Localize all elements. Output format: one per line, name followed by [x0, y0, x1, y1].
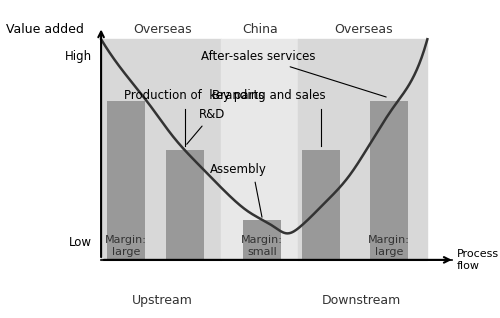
- Text: Margin:
large: Margin: large: [368, 235, 410, 257]
- Bar: [242, 220, 281, 260]
- Text: Margin:
large: Margin: large: [105, 235, 147, 257]
- Text: Branding and sales: Branding and sales: [212, 89, 326, 102]
- Text: High: High: [65, 50, 92, 63]
- Bar: [166, 149, 204, 260]
- Text: Overseas: Overseas: [334, 24, 393, 37]
- Text: Assembly: Assembly: [210, 163, 266, 176]
- Text: Production of  key parts: Production of key parts: [124, 89, 264, 102]
- Text: Upstream: Upstream: [132, 294, 192, 307]
- Text: After-sales services: After-sales services: [201, 50, 386, 97]
- Text: Process
flow: Process flow: [457, 249, 499, 271]
- Text: Overseas: Overseas: [133, 24, 192, 37]
- Text: Margin:
small: Margin: small: [241, 235, 283, 257]
- Text: Low: Low: [69, 236, 92, 249]
- Bar: [370, 101, 408, 260]
- Text: R&D: R&D: [186, 108, 225, 144]
- Bar: [106, 101, 146, 260]
- Text: Value added: Value added: [6, 24, 84, 37]
- Text: Downstream: Downstream: [322, 294, 402, 307]
- Text: China: China: [242, 24, 278, 37]
- Bar: [302, 149, 340, 260]
